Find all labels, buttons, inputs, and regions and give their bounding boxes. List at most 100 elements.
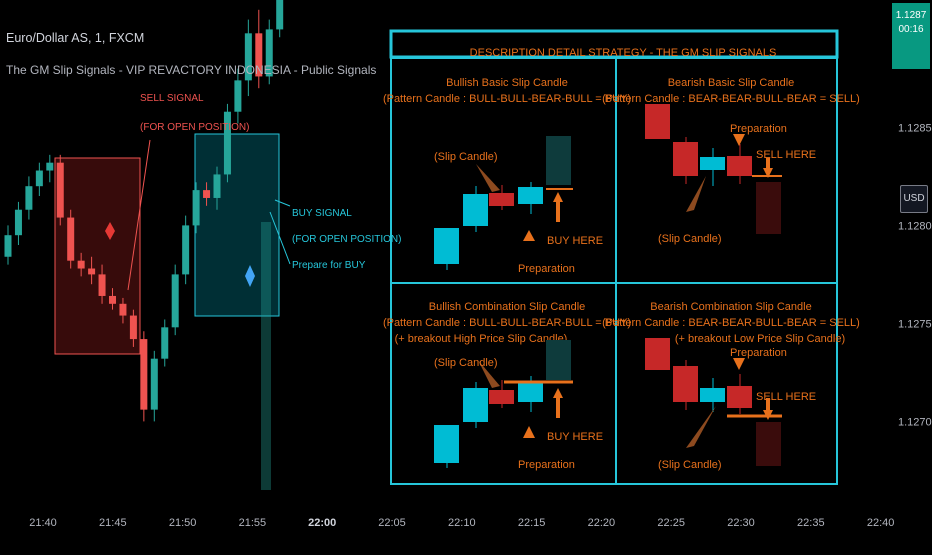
candle-body [35,170,43,187]
bullish-basic-slip: (Slip Candle) [434,151,498,163]
candle-body [223,111,231,175]
buy-arrow-2 [269,211,291,265]
sell-diamond-icon [105,222,115,240]
bearish-combo-action: SELL HERE [756,391,816,403]
time-tick-label: 21:40 [29,517,57,529]
slip-arrow-icon [686,176,706,212]
slip-arrow-icon [478,360,500,388]
symbol-title[interactable]: Euro/Dollar AS, 1, FXCM [6,31,145,45]
candle-body [119,303,127,316]
time-tick-label: 22:30 [727,517,755,529]
panel-title: DESCRIPTION DETAIL STRATEGY - THE GM SLI… [470,47,777,59]
candle-body [88,268,96,275]
bullish-combo-quadrant: Bullish Combination Slip Candle (Pattern… [383,301,631,471]
buy-diamond-icon [245,265,255,287]
bullish-combo-action: BUY HERE [547,431,603,443]
bullish-basic-action: BUY HERE [547,235,603,247]
bearish-combo-slip: (Slip Candle) [658,459,722,471]
price-tick-label: 1.12850 [898,122,932,134]
bullish-basic-quadrant: Bullish Basic Slip Candle (Pattern Candl… [383,77,631,275]
time-tick-label: 22:40 [867,517,895,529]
candle-body [182,225,190,275]
buy-signal-column [261,222,271,490]
candle-body [98,274,106,296]
sell-signal-label: SELL SIGNAL [140,93,204,104]
candle-body [140,339,148,410]
sell-arrow-line [127,139,151,291]
price-axis[interactable]: 1.12850 1.12800 1.12750 1.12700 [898,122,932,428]
candle-body [129,315,137,340]
candle-body [46,162,54,171]
prep-triangle-icon [733,134,745,146]
bullish-combo-subtitle2: (+ breakout High Price Slip Candle) [395,333,568,345]
bearish-basic-prep: Preparation [730,123,787,135]
bearish-basic-title: Bearish Basic Slip Candle [668,77,795,89]
bullish-basic-prep: Preparation [518,263,575,275]
time-axis[interactable]: 21:40 21:45 21:50 21:55 22:00 22:05 22:10 22:15… [29,517,894,529]
time-tick-label: 22:20 [588,517,616,529]
sell-signal-sublabel: (FOR OPEN POSITION) [140,122,249,133]
bearish-basic-subtitle: (Pattern Candle : BEAR-BEAR-BULL-BEAR = … [602,93,860,105]
candles-layer [4,0,284,422]
bearish-basic-action: SELL HERE [756,149,816,161]
prep-triangle-icon [523,426,535,438]
bearish-basic-quadrant: Bearish Basic Slip Candle (Pattern Candl… [602,77,860,245]
time-tick-label: 21:55 [239,517,267,529]
buy-up-arrow-icon [553,192,563,222]
last-price-badge: 1.1287 00:16 [892,3,930,69]
bullish-combo-subtitle: (Pattern Candle : BULL-BULL-BEAR-BULL = … [383,317,631,329]
candle-body [161,327,169,359]
bullish-basic-subtitle: (Pattern Candle : BULL-BULL-BEAR-BULL = … [383,93,631,105]
candle-body [25,186,33,210]
sell-down-arrow-icon [763,158,773,178]
price-tick-label: 1.12750 [898,318,932,330]
bearish-combo-subtitle: (Pattern Candle : BEAR-BEAR-BULL-BEAR = … [602,317,860,329]
candle-body [109,295,116,304]
bullish-combo-slip: (Slip Candle) [434,357,498,369]
candle-body [265,29,273,77]
prepare-buy-label: Prepare for BUY [292,260,366,271]
time-tick-label: 21:50 [169,517,197,529]
bullish-basic-title: Bullish Basic Slip Candle [446,77,568,89]
candle-body [56,162,64,218]
time-tick-label: 22:25 [657,517,685,529]
last-price-value: 1.1287 [895,10,927,21]
bearish-combo-subtitle2: (+ breakout Low Price Slip Candle) [675,333,845,345]
time-tick-label: 22:00 [308,517,336,529]
bullish-combo-prep: Preparation [518,459,575,471]
candle-body [244,33,252,81]
time-tick-label: 21:45 [99,517,127,529]
prep-triangle-icon [523,230,535,241]
bearish-basic-slip: (Slip Candle) [658,233,722,245]
bearish-combo-title: Bearish Combination Slip Candle [650,301,811,313]
currency-button[interactable]: USD [900,185,928,213]
candle-body [4,235,12,257]
time-tick-label: 22:10 [448,517,476,529]
candle-body [171,274,179,328]
price-tick-label: 1.12700 [898,416,932,428]
time-tick-label: 22:15 [518,517,546,529]
candle-body [276,0,284,30]
indicator-title[interactable]: The GM Slip Signals - VIP REVACTORY INDO… [6,63,377,77]
candle-body [203,190,211,198]
bearish-combo-prep: Preparation [730,347,787,359]
buy-signal-sublabel: (FOR OPEN POSITION) [292,234,401,245]
candle-body [14,209,22,236]
buy-signal-label: BUY SIGNAL [292,208,352,219]
description-panel: DESCRIPTION DETAIL STRATEGY - THE GM SLI… [383,29,860,485]
slip-arrow-icon [686,406,716,448]
candle-body [213,174,221,198]
slip-arrow-icon [476,164,500,192]
candle-body [77,260,85,269]
bullish-combo-title: Bullish Combination Slip Candle [429,301,586,313]
sell-down-arrow-icon [763,398,773,420]
candle-body [150,358,158,410]
time-tick-label: 22:05 [378,517,406,529]
buy-up-arrow-icon [553,388,563,418]
candle-body [192,190,200,226]
time-tick-label: 22:35 [797,517,825,529]
buy-arrow-1 [274,199,291,207]
candle-body [234,80,242,112]
